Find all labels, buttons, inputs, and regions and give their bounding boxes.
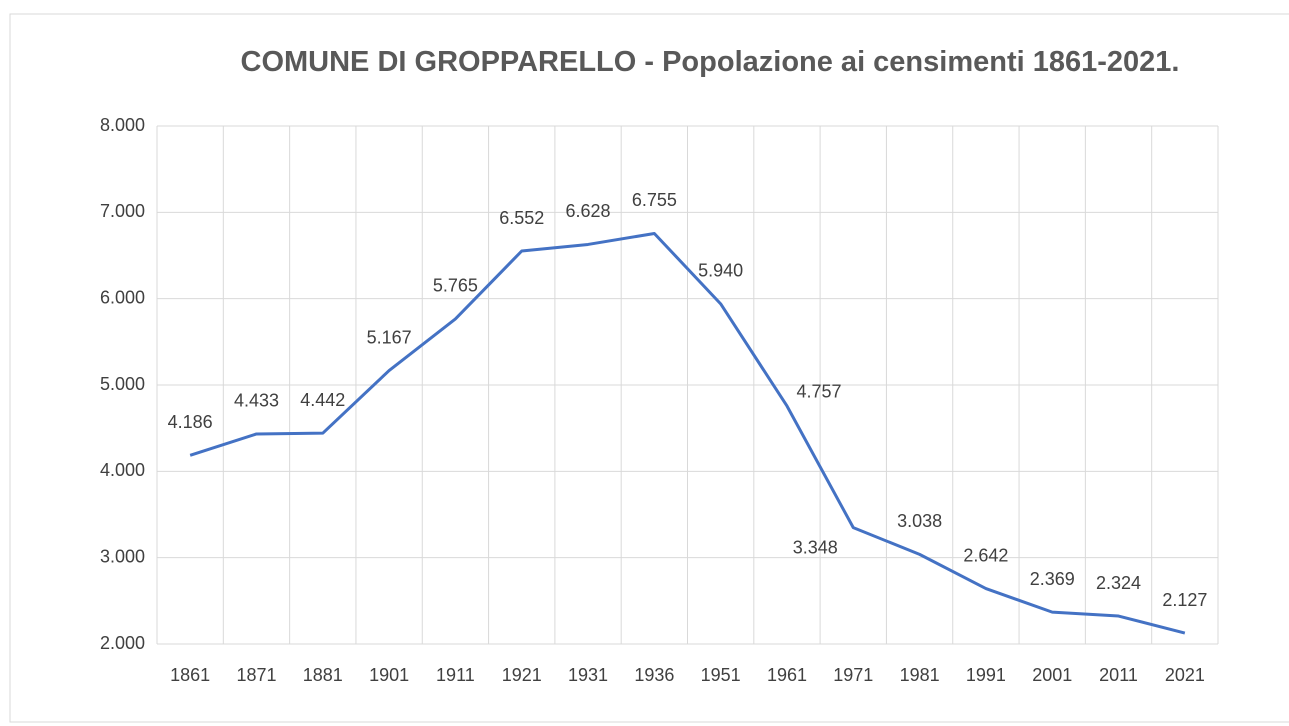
x-tick-label: 1921	[502, 665, 542, 685]
y-tick-label: 7.000	[100, 201, 145, 221]
x-tick-label: 1881	[303, 665, 343, 685]
x-tick-label: 1971	[833, 665, 873, 685]
chart-title: COMUNE DI GROPPARELLO - Popolazione ai c…	[240, 46, 1180, 78]
x-tick-label: 1911	[436, 665, 475, 685]
x-tick-label: 1871	[236, 665, 276, 685]
data-label: 2.369	[1030, 569, 1075, 589]
data-label: 5.765	[433, 276, 478, 296]
x-tick-label: 1951	[701, 665, 741, 685]
data-label: 4.186	[168, 412, 213, 432]
x-tick-label: 1981	[900, 665, 940, 685]
data-label: 3.348	[793, 537, 838, 557]
data-label: 4.757	[796, 382, 841, 402]
data-label: 2.127	[1162, 590, 1207, 610]
x-tick-label: 1961	[767, 665, 807, 685]
chart-frame	[9, 13, 1289, 723]
y-tick-label: 5.000	[100, 374, 145, 394]
line-series	[189, 231, 1186, 635]
data-label: 2.642	[963, 545, 1008, 565]
data-label: 3.038	[897, 511, 942, 531]
y-tick-label: 4.000	[100, 460, 145, 480]
x-tick-label: 1991	[966, 665, 1006, 685]
data-label: 2.324	[1096, 573, 1141, 593]
x-tick-label: 2001	[1032, 665, 1072, 685]
data-label: 6.552	[499, 208, 544, 228]
data-label: 4.433	[234, 391, 279, 411]
x-tick-label: 1936	[634, 665, 674, 685]
x-tick-label: 1901	[369, 665, 409, 685]
data-label: 4.442	[300, 390, 345, 410]
data-label: 5.167	[367, 327, 412, 347]
y-tick-label: 3.000	[100, 546, 145, 566]
y-tick-label: 8.000	[100, 115, 145, 135]
x-tick-label: 2021	[1165, 665, 1205, 685]
x-tick-label: 2011	[1099, 665, 1138, 685]
x-tick-label: 1861	[170, 665, 210, 685]
data-label: 6.628	[566, 201, 611, 221]
data-label: 5.940	[698, 261, 743, 281]
y-tick-label: 6.000	[100, 287, 145, 307]
x-tick-label: 1931	[568, 665, 608, 685]
data-label: 6.755	[632, 190, 677, 210]
y-tick-label: 2.000	[100, 633, 145, 653]
